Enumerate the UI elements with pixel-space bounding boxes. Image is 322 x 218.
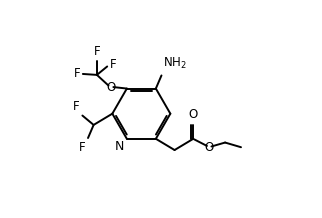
Text: F: F (79, 141, 85, 154)
Text: F: F (73, 100, 80, 113)
Text: NH$_2$: NH$_2$ (163, 56, 187, 71)
Text: F: F (110, 58, 117, 71)
Text: O: O (106, 81, 116, 94)
Text: O: O (204, 141, 214, 154)
Text: O: O (189, 108, 198, 121)
Text: F: F (73, 67, 80, 80)
Text: N: N (115, 140, 124, 153)
Text: F: F (94, 45, 100, 58)
